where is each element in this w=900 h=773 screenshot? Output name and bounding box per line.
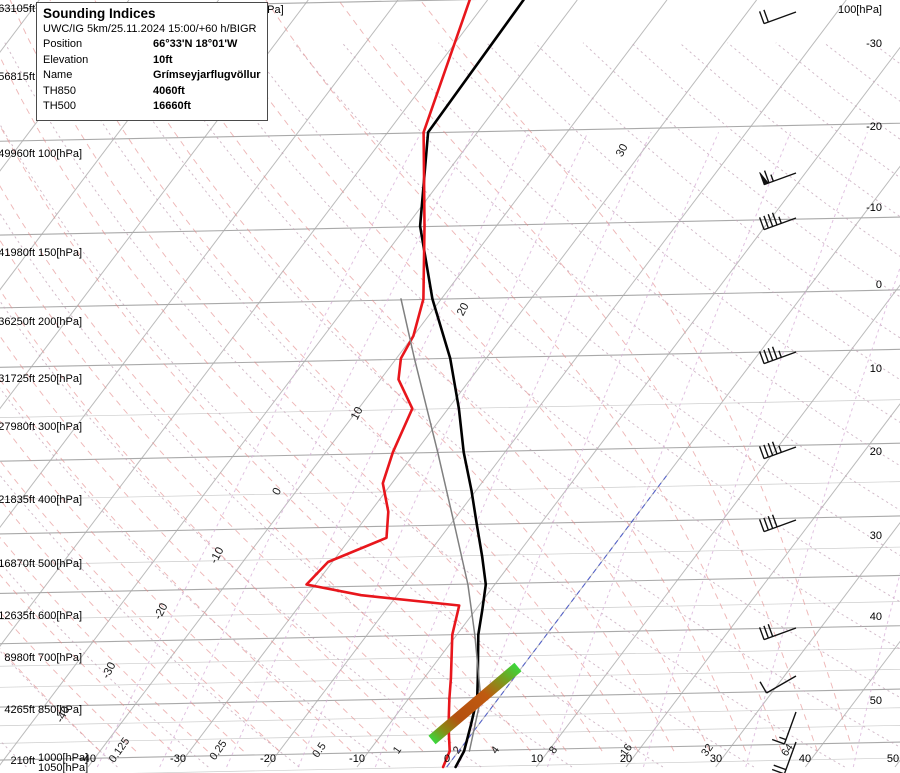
parcel-curve xyxy=(400,298,482,752)
bottom-mixing-ratio-tick: 0.25 xyxy=(207,738,229,762)
left-altitude-tick: 4265ft xyxy=(4,704,35,716)
cape-indicator-bar xyxy=(428,662,522,745)
right-temperature-tick: 100[hPa] xyxy=(838,4,882,16)
info-row-th850: TH850 4060ft xyxy=(43,84,262,100)
left-altitude-tick: 210ft xyxy=(11,755,35,767)
isotherm-label: -10 xyxy=(208,545,226,565)
bottom-temperature-tick: -30 xyxy=(170,753,186,765)
barb-200hPa xyxy=(758,212,797,231)
info-value-th500: 16660ft xyxy=(153,100,191,112)
bottom-temperature-tick: 0 xyxy=(444,753,450,765)
info-row-elevation: Elevation 10ft xyxy=(43,53,262,69)
left-pressure-tick: 1050[hPa] xyxy=(38,762,88,773)
barb-850hPa xyxy=(771,711,797,745)
info-row-name: Name Grímseyjarflugvöllur xyxy=(43,68,262,84)
barb-400hPa xyxy=(758,441,797,460)
left-altitude-tick: 31725ft xyxy=(0,373,35,385)
left-pressure-tick: 400[hPa] xyxy=(38,494,82,506)
left-pressure-tick: 500[hPa] xyxy=(38,558,82,570)
isotherm-label: -30 xyxy=(100,660,118,680)
info-value-position: 66°33'N 18°01'W xyxy=(153,38,238,50)
bottom-temperature-tick: -20 xyxy=(260,753,276,765)
left-altitude-tick: 27980ft xyxy=(0,421,35,433)
left-pressure-tick: 300[hPa] xyxy=(38,421,82,433)
right-temperature-tick: 10 xyxy=(870,363,882,375)
barb-700hPa xyxy=(759,675,797,694)
info-key-th850: TH850 xyxy=(43,84,77,97)
bottom-mixing-ratio-tick: 4 xyxy=(489,744,502,756)
info-box-subtitle: UWC/IG 5km/25.11.2024 15:00/+60 h/BIGR xyxy=(43,23,257,35)
barb-300hPa xyxy=(758,346,797,365)
left-altitude-tick: 36250ft xyxy=(0,316,35,328)
bottom-temperature-tick: -40 xyxy=(80,753,96,765)
bottom-temperature-tick: 30 xyxy=(710,753,722,765)
isotherm-label: -20 xyxy=(152,601,170,621)
right-temperature-tick: -30 xyxy=(866,38,882,50)
bottom-mixing-ratio-tick: 2 xyxy=(451,744,464,756)
right-temperature-tick: 20 xyxy=(870,446,882,458)
isotherm-label: 20 xyxy=(455,301,472,318)
sounding-indices-box: Sounding Indices UWC/IG 5km/25.11.2024 1… xyxy=(36,2,268,121)
left-pressure-tick: 200[hPa] xyxy=(38,316,82,328)
isotherm-label: 30 xyxy=(614,142,631,159)
info-value-elevation: 10ft xyxy=(153,53,173,66)
barb-600hPa xyxy=(758,624,797,641)
left-pressure-tick: 700[hPa] xyxy=(38,652,82,664)
bottom-temperature-tick: 50 xyxy=(887,753,899,765)
info-value-th850: 4060ft xyxy=(153,84,185,97)
left-altitude-tick: 63105ft xyxy=(0,3,35,15)
right-temperature-tick: 40 xyxy=(870,611,882,623)
barb-500hPa xyxy=(758,514,797,533)
bottom-mixing-ratio-tick: 32 xyxy=(699,742,716,759)
info-box-title: Sounding Indices xyxy=(43,6,156,21)
left-pressure-tick: 1000[hPa] xyxy=(38,752,88,764)
left-altitude-tick: 49960ft xyxy=(0,148,35,160)
barb-950hPa xyxy=(771,741,797,773)
barb-100hPa xyxy=(758,9,797,25)
barb-150hPa xyxy=(759,170,797,186)
bottom-temperature-tick: 40 xyxy=(799,753,811,765)
info-key-elevation: Elevation xyxy=(43,53,89,66)
bottom-temperature-tick: -10 xyxy=(349,753,365,765)
bottom-mixing-ratio-tick: 16 xyxy=(618,742,635,759)
right-temperature-tick: 50 xyxy=(870,695,882,707)
bottom-mixing-ratio-tick: 1 xyxy=(391,744,404,756)
right-temperature-tick: 0 xyxy=(876,279,882,291)
bottom-mixing-ratio-tick: 64 xyxy=(779,742,796,759)
right-temperature-tick: -10 xyxy=(866,202,882,214)
left-altitude-tick: 21835ft xyxy=(0,494,35,506)
bottom-temperature-tick: 20 xyxy=(620,753,632,765)
info-value-name: Grímseyjarflugvöllur xyxy=(153,69,261,81)
left-pressure-tick: 600[hPa] xyxy=(38,610,82,622)
isotherm-label: 0 xyxy=(271,486,285,497)
left-altitude-tick: 16870ft xyxy=(0,558,35,570)
info-row-position: Position 66°33'N 18°01'W xyxy=(43,37,262,53)
left-altitude-tick: 56815ft xyxy=(0,71,35,83)
bottom-mixing-ratio-tick: 0.125 xyxy=(107,736,133,765)
right-temperature-tick: -20 xyxy=(866,121,882,133)
info-row-th500: TH500 16660ft xyxy=(43,99,262,115)
left-altitude-tick: 41980ft xyxy=(0,247,35,259)
left-pressure-tick: 250[hPa] xyxy=(38,373,82,385)
left-pressure-tick: 150[hPa] xyxy=(38,247,82,259)
info-key-position: Position xyxy=(43,38,83,50)
dewpoint-curve xyxy=(305,0,472,769)
info-key-th500: TH500 xyxy=(43,100,77,112)
bottom-mixing-ratio-tick: 0.5 xyxy=(310,741,329,760)
left-altitude-tick: 8980ft xyxy=(4,652,35,664)
bottom-temperature-tick: 10 xyxy=(531,753,543,765)
info-key-name: Name xyxy=(43,69,73,81)
left-pressure-tick: 100[hPa] xyxy=(38,148,82,160)
isotherm-label: 10 xyxy=(349,405,366,422)
bottom-mixing-ratio-tick: 8 xyxy=(547,744,560,756)
left-pressure-tick: 850[hPa] xyxy=(38,704,82,716)
right-temperature-tick: 30 xyxy=(870,530,882,542)
left-altitude-tick: 12635ft xyxy=(0,610,35,622)
